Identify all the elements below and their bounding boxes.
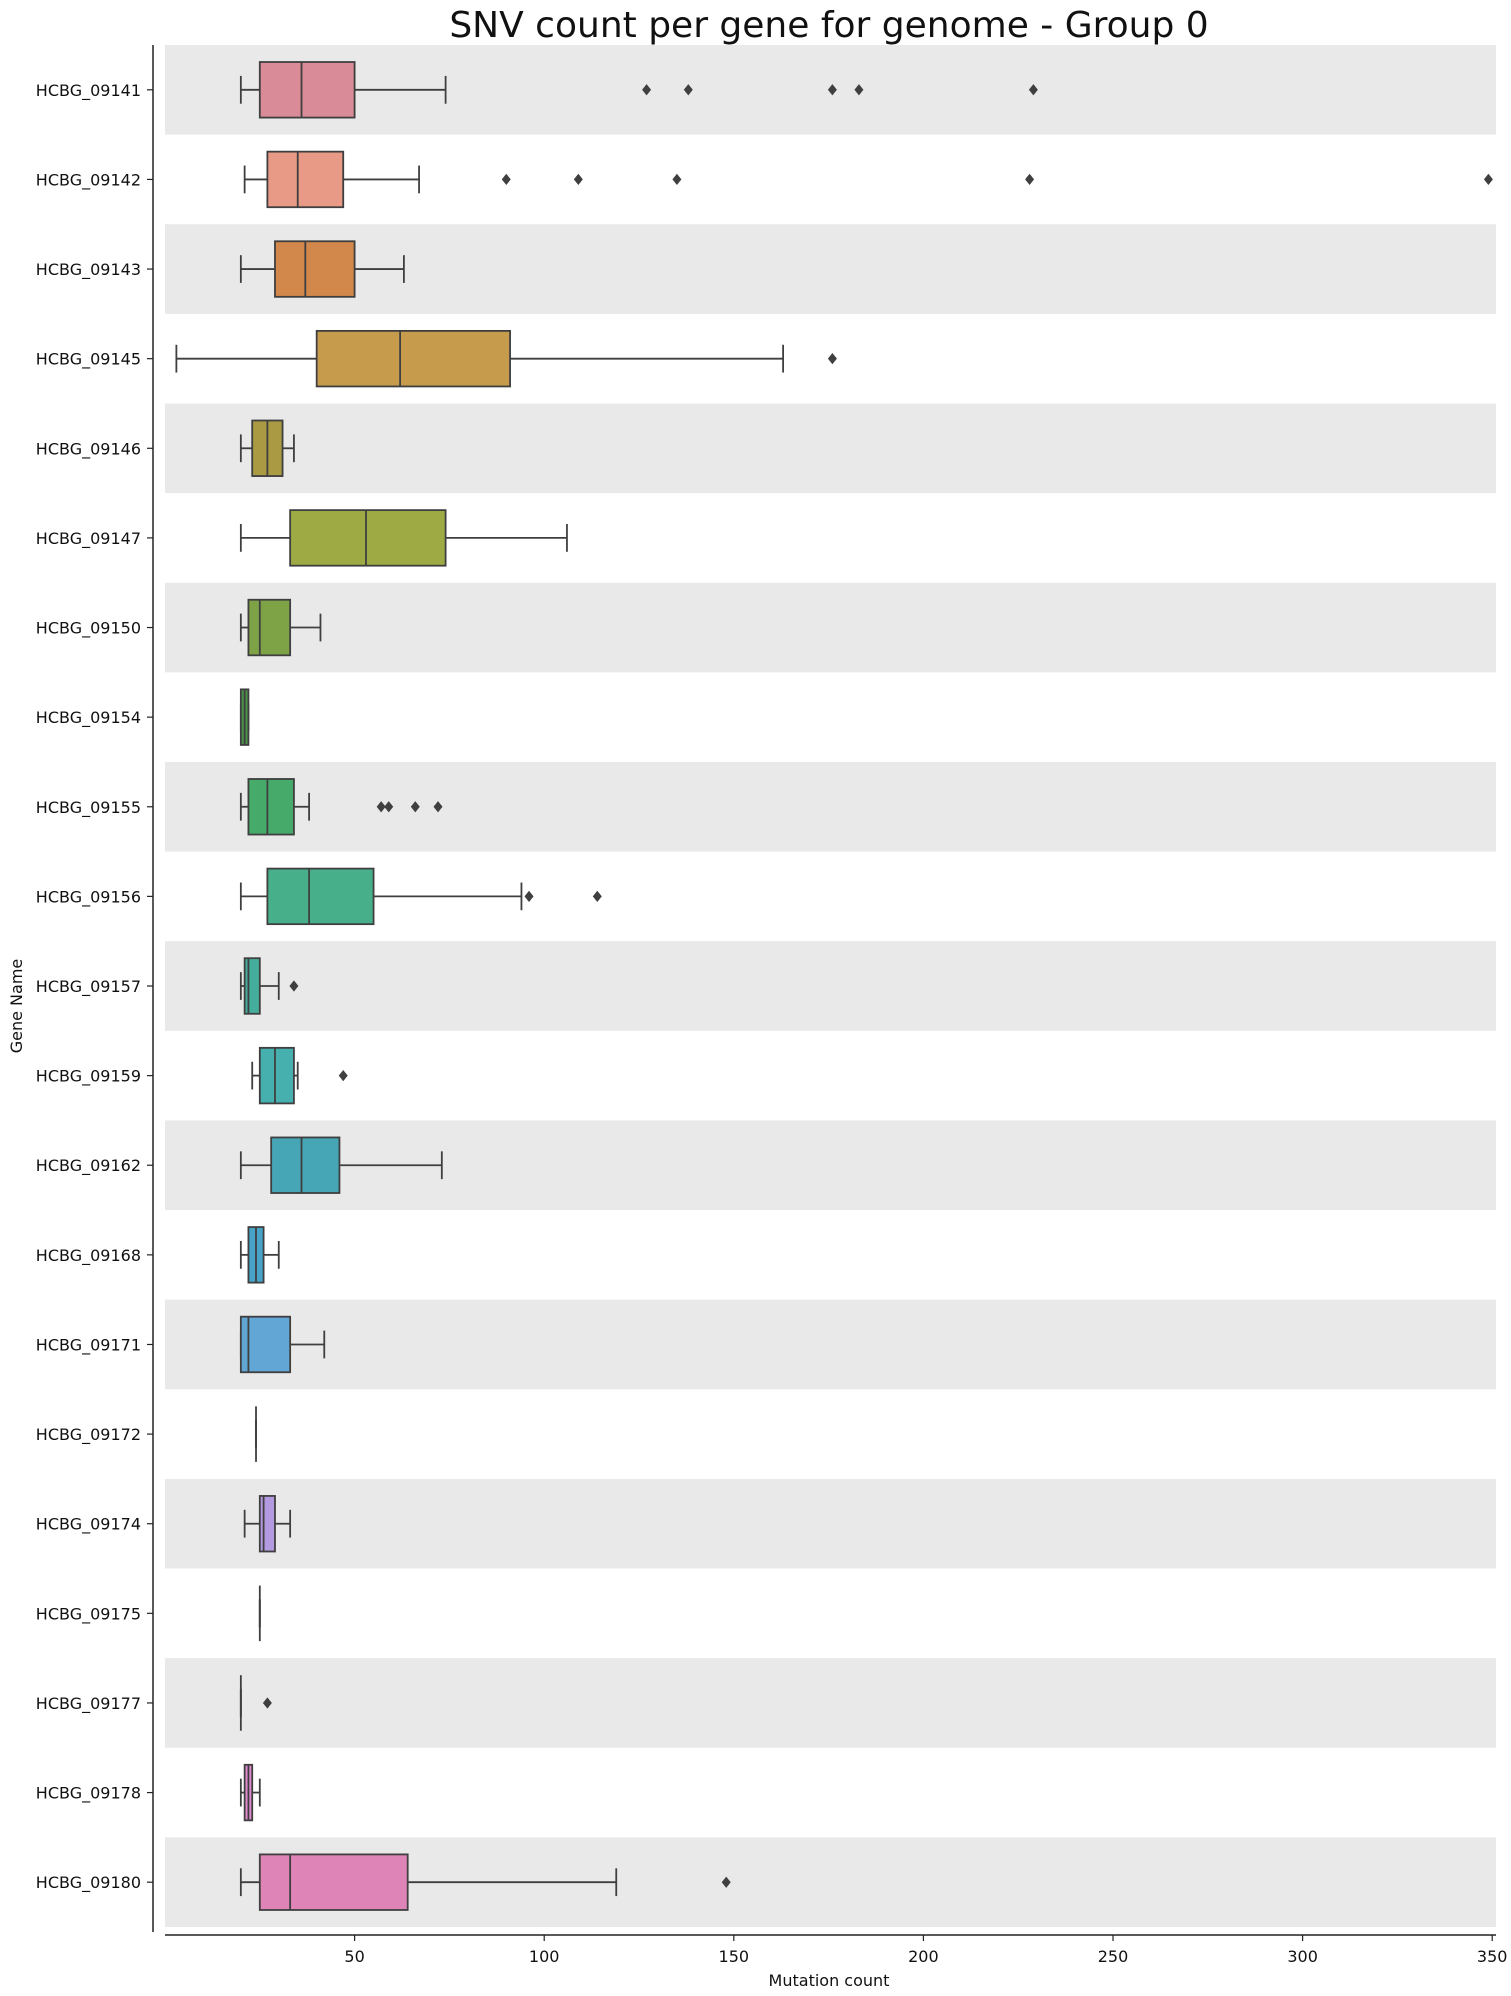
box-iqr	[289, 509, 447, 567]
x-tick-label: 350	[1477, 1947, 1508, 1966]
outlier-point	[262, 1697, 272, 1709]
box-hcbg-09157	[239, 957, 299, 1015]
outlier-point	[827, 84, 837, 96]
y-tick-label: HCBG_09154	[36, 708, 141, 728]
y-tick-label: HCBG_09159	[36, 1067, 141, 1087]
outlier-point	[642, 84, 652, 96]
box-iqr	[266, 150, 345, 209]
row-band	[165, 941, 1496, 1031]
outlier-point	[410, 801, 420, 813]
y-tick-label: HCBG_09171	[36, 1335, 141, 1355]
y-tick-label: HCBG_09141	[36, 81, 141, 101]
box-hcbg-09145	[175, 329, 837, 388]
x-axis-label: Mutation count	[769, 1971, 890, 1990]
box-iqr	[266, 867, 375, 926]
y-tick-label: HCBG_09157	[36, 977, 141, 997]
outlier-point	[524, 890, 534, 903]
outlier-point	[683, 84, 693, 96]
y-tick-label: HCBG_09150	[36, 619, 141, 639]
outlier-point	[376, 801, 386, 813]
box-hcbg-09159	[251, 1046, 348, 1105]
y-tick-label: HCBG_09175	[36, 1604, 141, 1624]
outlier-point	[573, 173, 583, 186]
row-band	[165, 1658, 1496, 1748]
row-band	[165, 582, 1496, 673]
y-tick-label: HCBG_09177	[36, 1694, 141, 1714]
box-iqr	[274, 240, 356, 298]
x-tick-label: 300	[1287, 1947, 1318, 1966]
outlier-point	[433, 801, 443, 813]
row-band	[165, 1478, 1496, 1569]
outlier-point	[1483, 173, 1493, 186]
box-iqr	[258, 61, 356, 119]
chart-title: SNV count per gene for genome - Group 0	[449, 5, 1208, 46]
box-hcbg-09155	[239, 778, 443, 836]
y-tick-label: HCBG_09147	[36, 529, 141, 549]
y-tick-label: HCBG_09143	[36, 260, 141, 280]
box-hcbg-09177	[239, 1675, 272, 1731]
box-hcbg-09154	[239, 688, 250, 746]
box-hcbg-09141	[239, 61, 1038, 119]
outlier-point	[384, 801, 394, 813]
outlier-point	[1028, 84, 1038, 96]
y-tick-label: HCBG_09146	[36, 439, 141, 459]
box-series	[175, 61, 1493, 1911]
row-band	[165, 761, 1496, 852]
x-tick-label: 50	[344, 1947, 364, 1966]
y-tick-label: HCBG_09162	[36, 1156, 141, 1176]
y-tick-labels: HCBG_09141 HCBG_09142 HCBG_09143 HCBG_09145…	[36, 81, 153, 1893]
outlier-point	[592, 890, 602, 903]
y-tick-label: HCBG_09174	[36, 1515, 141, 1535]
box-hcbg-09142	[243, 150, 1493, 209]
row-bands	[165, 45, 1496, 1927]
box-iqr	[270, 1136, 341, 1194]
y-tick-label: HCBG_09156	[36, 887, 141, 907]
outlier-point	[338, 1069, 348, 1082]
box-hcbg-09168	[239, 1226, 280, 1284]
y-axis-label: Gene Name	[7, 959, 26, 1054]
y-tick-label: HCBG_09168	[36, 1246, 141, 1266]
box-iqr	[247, 778, 295, 836]
y-tick-label: HCBG_09180	[36, 1873, 141, 1893]
y-tick-label: HCBG_09155	[36, 798, 141, 818]
outlier-point	[289, 980, 299, 992]
box-iqr	[258, 1495, 276, 1553]
box-hcbg-09178	[239, 1763, 261, 1822]
y-tick-label: HCBG_09172	[36, 1425, 141, 1445]
box-hcbg-09150	[239, 598, 322, 657]
outlier-point	[827, 353, 837, 365]
row-band	[165, 1299, 1496, 1390]
box-hcbg-09143	[239, 240, 405, 298]
y-tick-label: HCBG_09142	[36, 170, 141, 190]
box-hcbg-09147	[239, 509, 568, 567]
outlier-point	[501, 173, 511, 186]
box-hcbg-09156	[239, 867, 602, 926]
y-tick-label: HCBG_09145	[36, 350, 141, 370]
box-iqr	[315, 329, 511, 388]
box-iqr	[247, 598, 292, 657]
x-ticks: 50 100 150 200 250 300 350	[344, 1935, 1507, 1966]
outlier-point	[672, 173, 682, 186]
outlier-point	[854, 84, 864, 96]
outlier-point	[1025, 173, 1035, 186]
box-iqr	[258, 1046, 295, 1105]
box-iqr	[258, 1853, 409, 1911]
x-tick-label: 150	[719, 1947, 750, 1966]
box-hcbg-09171	[239, 1315, 326, 1374]
x-tick-label: 200	[908, 1947, 939, 1966]
box-hcbg-09180	[239, 1853, 731, 1911]
x-tick-label: 100	[529, 1947, 560, 1966]
box-hcbg-09162	[239, 1136, 443, 1194]
x-tick-label: 250	[1098, 1947, 1129, 1966]
y-tick-label: HCBG_09178	[36, 1784, 141, 1804]
outlier-point	[721, 1876, 731, 1888]
box-hcbg-09146	[239, 419, 295, 477]
row-band	[165, 403, 1496, 494]
box-hcbg-09174	[243, 1495, 292, 1553]
box-iqr	[243, 957, 261, 1015]
